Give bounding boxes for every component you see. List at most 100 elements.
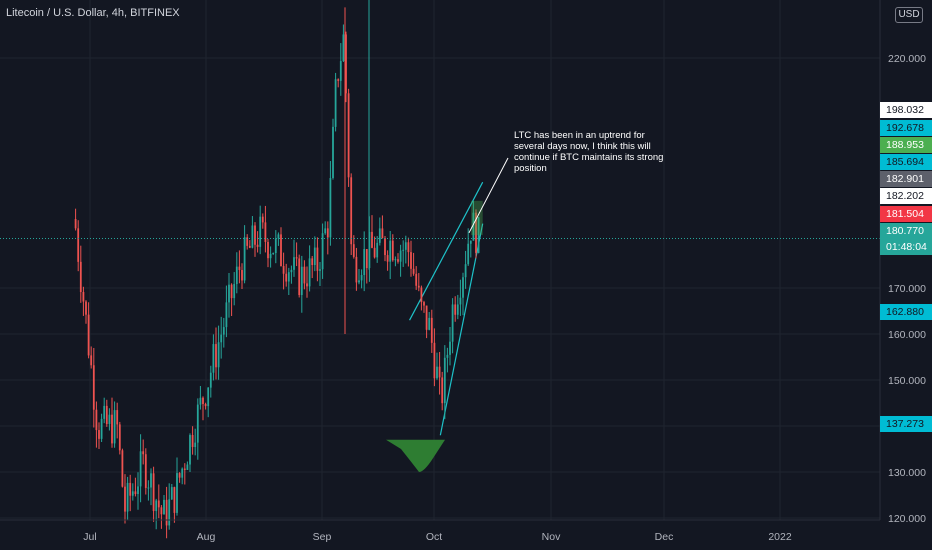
candle-body <box>371 231 373 248</box>
candle-body <box>373 247 376 258</box>
candle-body <box>449 341 451 355</box>
candle-body <box>238 266 241 271</box>
price-label: 198.032 <box>880 102 932 118</box>
candle-body <box>142 451 145 455</box>
candle-body <box>386 255 389 262</box>
candle-body <box>339 61 342 81</box>
candle-body <box>139 451 142 487</box>
candle-body <box>160 507 163 515</box>
candle-body <box>280 234 282 267</box>
candle-body <box>334 79 337 127</box>
candle-body <box>87 314 90 356</box>
candle-body <box>376 242 379 258</box>
candle-body <box>186 464 189 470</box>
x-tick-label: Dec <box>655 531 674 543</box>
candle-body <box>355 256 358 283</box>
candle-body <box>306 283 308 287</box>
candle-body <box>430 317 433 343</box>
candle-body <box>98 430 100 439</box>
price-label: 181.504 <box>880 206 932 222</box>
candle-body <box>443 357 446 404</box>
candle-body <box>124 486 126 512</box>
candle-body <box>152 473 155 512</box>
candle-body <box>412 268 415 274</box>
candle-body <box>462 277 464 298</box>
candle-body <box>423 302 425 306</box>
candle-body <box>282 266 285 274</box>
candle-body <box>337 79 340 81</box>
candle-body <box>326 228 329 238</box>
candle-body <box>464 264 467 278</box>
candle-body <box>342 34 345 62</box>
price-axis[interactable]: 120.000130.000140.000150.000160.000170.0… <box>879 0 926 525</box>
candle-body <box>129 482 132 496</box>
candle-body <box>272 253 275 255</box>
candle-body <box>394 259 397 261</box>
currency-button[interactable]: USD <box>895 7 923 23</box>
candle-body <box>241 270 243 281</box>
candle-body <box>228 284 230 303</box>
candle-body <box>261 216 264 223</box>
price-label: 185.694 <box>880 154 932 170</box>
channel-lower-line[interactable] <box>439 223 484 436</box>
price-label: 182.901 <box>880 171 932 187</box>
candle-body <box>290 269 293 273</box>
candle-body <box>267 241 269 259</box>
candle-body <box>404 242 407 250</box>
candle-body <box>176 473 178 513</box>
annotation-text[interactable]: LTC has been in an uptrend for several d… <box>514 130 664 174</box>
candle-body <box>274 238 277 254</box>
candle-body <box>85 301 87 315</box>
candle-body <box>183 468 186 470</box>
candle-body <box>204 403 207 407</box>
x-tick-label: Oct <box>426 531 442 543</box>
candle-body <box>332 126 334 179</box>
candle-body <box>287 272 290 282</box>
candle-body <box>410 252 412 269</box>
candle-body <box>469 240 472 244</box>
candle-body <box>417 285 420 288</box>
candle-body <box>100 418 103 439</box>
candle-body <box>118 424 121 451</box>
candle-body <box>345 34 347 94</box>
candle-body <box>407 242 410 253</box>
arrow-marker[interactable] <box>386 439 445 472</box>
candle-body <box>360 275 363 281</box>
candle-body <box>438 366 441 378</box>
candle-body <box>472 212 475 241</box>
candle-body <box>365 249 368 269</box>
candle-body <box>222 327 225 335</box>
candle-body <box>347 93 350 178</box>
candle-body <box>285 273 288 282</box>
candle-body <box>137 486 139 495</box>
candle-body <box>105 405 108 425</box>
candle-body <box>477 217 480 253</box>
candle-body <box>415 273 418 286</box>
candle-body <box>269 253 272 259</box>
candle-body <box>308 258 311 287</box>
candle-body <box>428 317 431 330</box>
candle-body <box>389 240 392 262</box>
chart-grid <box>0 0 880 520</box>
candle-body <box>246 237 249 246</box>
price-label: 01:48:04 <box>880 239 932 255</box>
x-tick-label: Aug <box>197 531 216 543</box>
candle-body <box>202 397 204 404</box>
y-tick-label: 160.000 <box>888 329 926 341</box>
chart-overlays <box>0 157 880 472</box>
candle-body <box>313 247 316 266</box>
candle-body <box>425 305 428 330</box>
candle-body <box>209 372 212 388</box>
y-tick-label: 150.000 <box>888 375 926 387</box>
candle-body <box>295 257 298 259</box>
time-axis[interactable]: Jul Aug Sep Oct Nov Dec 2022 <box>0 519 880 543</box>
candle-body <box>207 387 210 407</box>
candle-body <box>303 266 306 284</box>
candle-body <box>113 410 116 444</box>
candle-body <box>451 304 454 342</box>
candle-body <box>233 284 236 299</box>
candle-body <box>467 243 470 265</box>
candle-body <box>168 499 171 526</box>
candle-body <box>230 284 233 299</box>
